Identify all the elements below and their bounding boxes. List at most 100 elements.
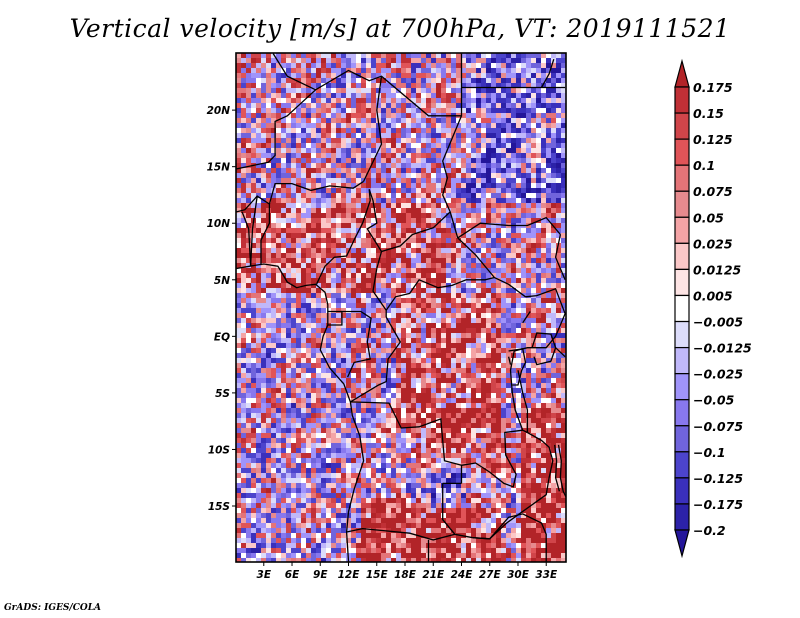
field-cell <box>341 298 348 304</box>
field-cell <box>516 123 522 129</box>
field-cell <box>336 193 341 199</box>
field-cell <box>301 168 308 174</box>
field-cell <box>356 343 363 349</box>
field-cell <box>396 408 403 414</box>
field-cell <box>336 368 343 374</box>
field-cell <box>416 393 421 399</box>
field-cell <box>391 423 398 428</box>
field-cell <box>561 263 566 269</box>
field-cell <box>531 403 538 408</box>
field-cell <box>336 188 341 194</box>
field-cell <box>496 88 502 93</box>
field-cell <box>351 228 358 233</box>
field-cell <box>521 348 527 353</box>
field-cell <box>381 378 386 384</box>
field-cell <box>546 188 553 193</box>
field-cell <box>366 98 372 103</box>
field-cell <box>341 83 347 88</box>
field-cell <box>371 383 377 389</box>
field-cell <box>461 388 468 394</box>
field-cell <box>491 233 496 238</box>
field-cell <box>511 323 517 329</box>
field-cell <box>266 403 271 408</box>
field-cell <box>501 98 506 104</box>
field-cell <box>301 313 306 319</box>
field-cell <box>261 143 268 148</box>
field-cell <box>511 78 516 84</box>
field-cell <box>266 138 272 144</box>
field-cell <box>536 78 541 84</box>
field-cell <box>341 238 346 243</box>
field-cell <box>421 233 428 238</box>
field-cell <box>291 403 298 409</box>
field-cell <box>251 268 257 274</box>
field-cell <box>446 198 452 203</box>
field-cell <box>461 293 468 298</box>
field-cell <box>501 143 507 148</box>
field-cell <box>236 323 243 329</box>
field-cell <box>476 93 481 99</box>
field-cell <box>271 93 277 99</box>
field-cell <box>516 118 521 124</box>
field-cell <box>241 298 247 303</box>
field-cell <box>311 333 318 338</box>
field-cell <box>546 168 552 173</box>
field-cell <box>526 203 533 208</box>
field-cell <box>311 323 316 329</box>
field-cell <box>506 273 511 279</box>
field-cell <box>431 343 436 348</box>
field-cell <box>316 233 322 239</box>
field-cell <box>486 153 491 158</box>
field-cell <box>386 188 392 194</box>
field-cell <box>456 258 462 263</box>
field-cell <box>441 58 448 64</box>
field-cell <box>361 168 366 173</box>
field-cell <box>526 333 532 338</box>
field-cell <box>536 378 543 384</box>
field-cell <box>276 403 283 408</box>
field-cell <box>546 238 553 244</box>
field-cell <box>526 278 533 284</box>
field-cell <box>261 163 266 168</box>
field-cell <box>541 383 546 388</box>
field-cell <box>346 223 352 228</box>
field-cell <box>451 278 457 284</box>
field-cell <box>301 418 306 424</box>
field-cell <box>471 73 476 79</box>
field-cell <box>521 388 528 394</box>
field-cell <box>416 73 423 79</box>
field-cell <box>321 173 326 179</box>
field-cell <box>396 278 402 283</box>
field-cell <box>486 88 491 93</box>
field-cell <box>271 168 277 174</box>
field-cell <box>511 373 516 379</box>
field-cell <box>246 143 253 148</box>
field-cell <box>431 73 437 78</box>
field-cell <box>316 318 321 323</box>
field-cell <box>321 103 327 108</box>
field-cell <box>316 398 323 403</box>
field-cell <box>251 58 257 63</box>
field-cell <box>491 128 498 134</box>
field-cell <box>416 108 421 114</box>
field-cell <box>526 413 531 419</box>
field-cell <box>291 228 296 233</box>
field-cell <box>441 243 446 248</box>
field-cell <box>531 238 536 243</box>
field-cell <box>321 278 326 284</box>
field-cell <box>266 173 273 179</box>
field-cell <box>541 338 547 344</box>
field-cell <box>536 363 542 368</box>
field-cell <box>346 303 352 308</box>
field-cell <box>431 223 436 228</box>
field-cell <box>326 58 333 64</box>
field-cell <box>241 88 248 94</box>
field-cell <box>376 53 382 58</box>
field-cell <box>536 343 542 349</box>
field-cell <box>396 153 403 159</box>
field-cell <box>326 428 332 434</box>
field-cell <box>531 288 536 294</box>
field-cell <box>361 398 366 403</box>
field-cell <box>461 373 468 379</box>
field-cell <box>556 58 562 63</box>
